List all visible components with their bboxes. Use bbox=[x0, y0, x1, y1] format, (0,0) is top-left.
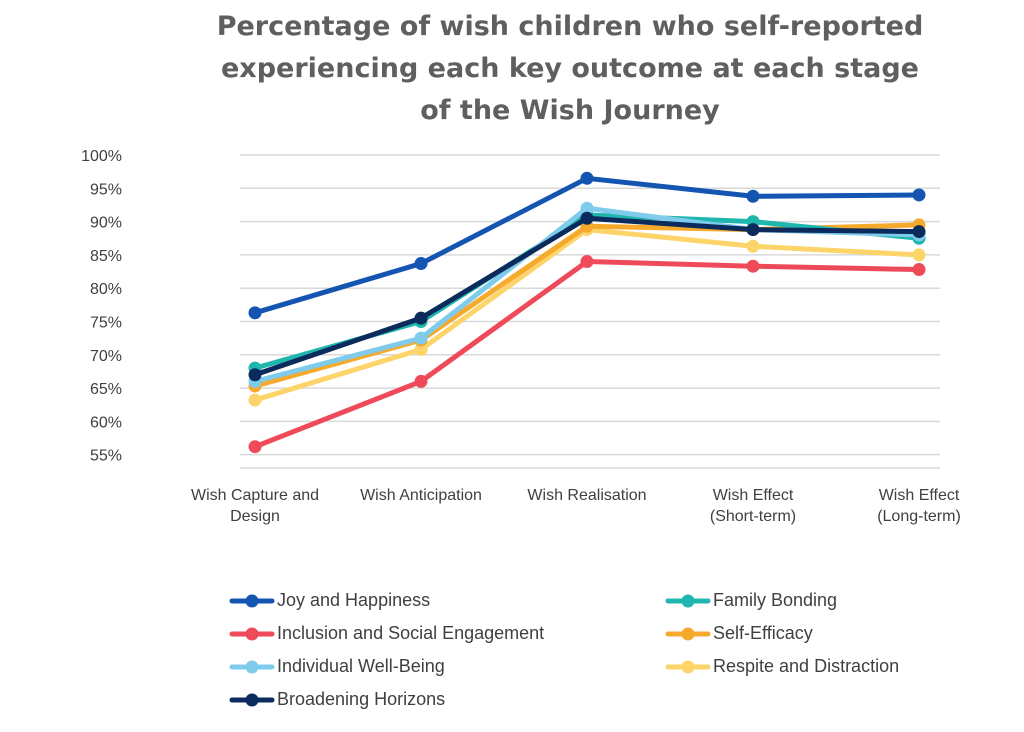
y-tick-label: 55% bbox=[90, 448, 122, 465]
x-tick-label: Wish Anticipation bbox=[360, 487, 482, 504]
legend-label: Family Bonding bbox=[713, 590, 838, 610]
y-tick-label: 60% bbox=[90, 414, 122, 431]
series-line bbox=[252, 175, 922, 316]
legend-swatch-marker bbox=[245, 594, 259, 608]
legend-label: Self-Efficacy bbox=[713, 623, 813, 643]
chart-title-line-3: of the Wish Journey bbox=[420, 95, 720, 126]
data-point bbox=[912, 225, 926, 239]
series-line bbox=[252, 215, 922, 378]
chart-gridlines bbox=[240, 154, 940, 469]
legend-swatch-marker bbox=[681, 594, 695, 608]
series-broadening-horizons bbox=[248, 211, 926, 382]
chart-title: Percentage of wish children who self-rep… bbox=[170, 6, 970, 132]
data-point bbox=[248, 306, 262, 320]
legend-swatch-marker bbox=[245, 627, 259, 641]
data-point bbox=[414, 311, 428, 325]
x-tick-label: Wish Realisation bbox=[527, 487, 646, 504]
data-point bbox=[248, 368, 262, 382]
y-tick-label: 75% bbox=[90, 314, 122, 331]
data-point bbox=[746, 223, 760, 237]
x-tick-label: Wish Capture and Design bbox=[191, 487, 319, 525]
chart-title-line-2: experiencing each key outcome at each st… bbox=[221, 53, 919, 84]
data-point bbox=[580, 201, 594, 215]
legend-swatch-marker bbox=[245, 693, 259, 707]
y-tick-label: 100% bbox=[81, 148, 122, 165]
series-inclusion-and-social-engagement bbox=[248, 255, 926, 454]
data-point bbox=[580, 211, 594, 225]
x-tick-label: Wish Effect (Short-term) bbox=[710, 487, 796, 525]
legend-label: Broadening Horizons bbox=[277, 689, 446, 709]
chart-title-line-1: Percentage of wish children who self-rep… bbox=[216, 11, 924, 42]
chart-series bbox=[248, 171, 926, 454]
data-point bbox=[912, 248, 926, 262]
y-tick-label: 90% bbox=[90, 215, 122, 232]
legend-swatch-marker bbox=[245, 660, 259, 674]
data-point bbox=[912, 188, 926, 202]
data-point bbox=[580, 255, 594, 269]
data-point bbox=[414, 331, 428, 345]
legend-label: Joy and Happiness bbox=[277, 590, 431, 610]
data-point bbox=[248, 393, 262, 407]
series-joy-and-happiness bbox=[248, 171, 926, 320]
data-point bbox=[248, 440, 262, 454]
data-point bbox=[414, 342, 428, 356]
data-point bbox=[746, 259, 760, 273]
chart-legend bbox=[229, 594, 711, 707]
y-tick-label: 80% bbox=[90, 281, 122, 298]
y-axis: 100% 95% 90% 85% 80% 75% 70% 65% 60% 55% bbox=[81, 148, 122, 465]
x-axis: Wish Capture and Design Wish Anticipation W… bbox=[191, 487, 961, 525]
data-point bbox=[414, 257, 428, 271]
y-tick-label: 70% bbox=[90, 348, 122, 365]
series-self-efficacy bbox=[248, 218, 926, 393]
legend-label: Individual Well-Being bbox=[277, 656, 445, 676]
data-point bbox=[580, 171, 594, 185]
data-point bbox=[746, 239, 760, 253]
data-point bbox=[414, 374, 428, 388]
legend-label: Respite and Distraction bbox=[713, 656, 900, 676]
data-point bbox=[746, 189, 760, 203]
legend-label: Inclusion and Social Engagement bbox=[277, 623, 545, 643]
legend-swatch-marker bbox=[681, 627, 695, 641]
data-point bbox=[912, 263, 926, 277]
y-tick-label: 95% bbox=[90, 181, 122, 198]
y-tick-label: 85% bbox=[90, 248, 122, 265]
y-tick-label: 65% bbox=[90, 381, 122, 398]
series-respite-and-distraction bbox=[248, 223, 926, 407]
series-line bbox=[252, 212, 922, 371]
legend-swatch-marker bbox=[681, 660, 695, 674]
x-tick-label: Wish Effect (Long-term) bbox=[877, 487, 961, 525]
